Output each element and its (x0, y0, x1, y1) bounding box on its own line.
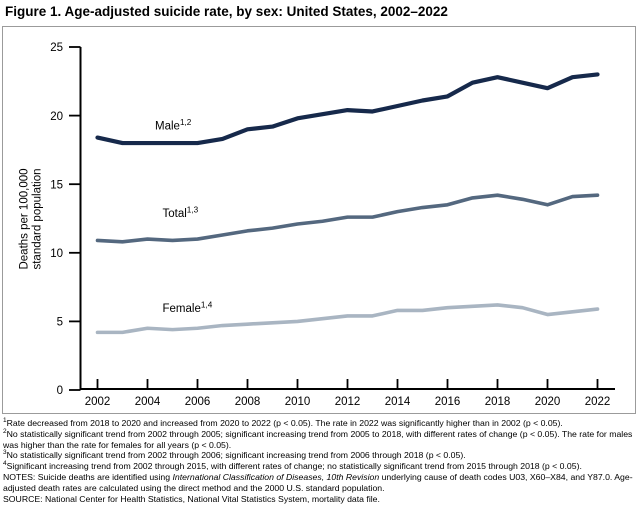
series-line-total (95, 193, 600, 244)
y-tick-label: 15 (50, 179, 63, 191)
series-line-male (95, 72, 600, 146)
x-tick-label: 2002 (85, 396, 111, 408)
x-tick-label: 2022 (585, 396, 611, 408)
x-tick-label: 2020 (535, 396, 561, 408)
series-label-female: Female1,4 (163, 300, 213, 315)
footnote-4-text: Significant increasing trend from 2002 t… (6, 461, 582, 472)
chart-area: 0 5 10 15 20 25 2002 2004 2006 2008 2010 2012 2014 20… (2, 26, 636, 414)
series-label-male: Male1,2 (155, 118, 192, 133)
series-line-female (95, 303, 600, 335)
y-tick-label: 0 (57, 385, 63, 397)
y-tick-label: 10 (50, 248, 63, 260)
line-chart: 0 5 10 15 20 25 2002 2004 2006 2008 2010 2012 2014 20… (19, 42, 615, 408)
footnote-2-text: No statistically significant trend from … (3, 428, 633, 450)
footnote-4: 4Significant increasing trend from 2002 … (3, 461, 637, 472)
source-text: SOURCE: National Center for Health Stati… (3, 493, 380, 504)
notes-text: NOTES: Suicide deaths are identified usi… (3, 472, 637, 494)
x-tick-label: 2014 (385, 396, 411, 408)
footnote-1-text: Rate decreased from 2018 to 2020 and inc… (6, 418, 563, 428)
notes-prefix: NOTES: Suicide deaths are identified usi… (3, 471, 173, 482)
series-label-total: Total1,3 (163, 206, 199, 221)
footnote-2-marker: 2 (3, 427, 7, 435)
footnote-1: 1Rate decreased from 2018 to 2020 and in… (3, 417, 637, 429)
footnote-3-marker: 3 (3, 449, 7, 457)
footnote-1-marker: 1 (3, 417, 7, 425)
notes-suffix: underlying cause of death codes U03, X60… (3, 471, 633, 493)
y-tick-label: 5 (57, 317, 63, 329)
notes-italic: International Classification of Diseases… (172, 471, 380, 482)
x-tick-label: 2010 (285, 396, 311, 408)
footnotes-block: 1Rate decreased from 2018 to 2020 and in… (3, 417, 637, 504)
x-tick-label: 2006 (185, 396, 211, 408)
x-tick-label: 2004 (135, 396, 161, 408)
y-tick-label: 25 (50, 42, 63, 54)
footnote-3: 3No statistically significant trend from… (3, 450, 637, 461)
x-tick-label: 2008 (235, 396, 261, 408)
figure-title: Figure 1. Age-adjusted suicide rate, by … (5, 4, 448, 19)
x-tick-label: 2018 (485, 396, 511, 408)
footnote-2: 2No statistically significant trend from… (3, 427, 637, 451)
y-tick-label: 20 (50, 111, 63, 123)
x-tick-label: 2016 (435, 396, 461, 408)
footnote-3-text: No statistically significant trend from … (6, 450, 466, 461)
x-tick-label: 2012 (335, 396, 361, 408)
y-axis-title: Deaths per 100,000standard population (19, 168, 44, 269)
footnote-4-marker: 4 (3, 460, 7, 468)
